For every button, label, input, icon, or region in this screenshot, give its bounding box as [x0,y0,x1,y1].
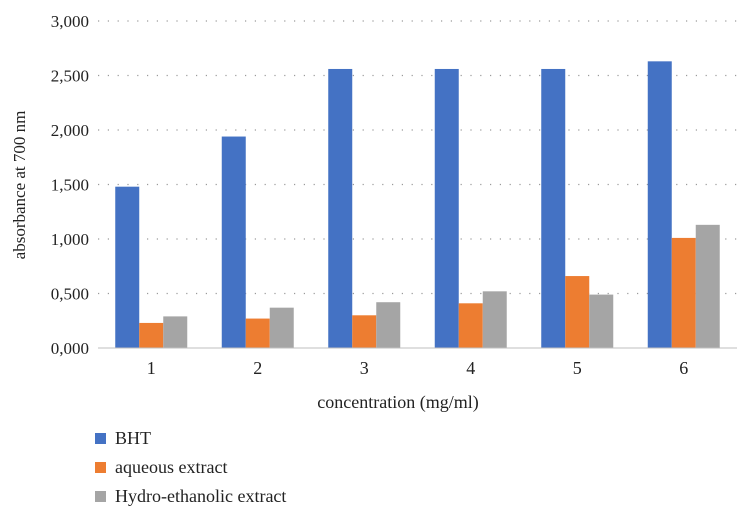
bar-hydro-ethanolic-extract [376,302,401,348]
bar-bht [541,68,566,349]
bar-aqueous-extract [458,303,483,348]
chart: 0,000 0,500 1,000 1,500 2,000 2,500 3,000 1 2 3 4 5… [10,12,737,413]
legend: BHT aqueous extract Hydro-ethanolic extrac… [95,424,286,511]
x-tick-label: 3 [360,358,369,378]
legend-swatch [95,462,106,473]
x-tick-label: 2 [253,358,262,378]
legend-item: BHT [95,424,286,453]
legend-swatch [95,433,106,444]
bar-bht [221,136,246,348]
bar-hydro-ethanolic-extract [482,291,507,348]
bar-hydro-ethanolic-extract [269,307,294,348]
bar-hydro-ethanolic-extract [695,224,720,348]
bar-bht [328,68,353,349]
x-axis-label: concentration (mg/ml) [317,392,478,413]
bar-hydro-ethanolic-extract [589,294,614,348]
y-tick-label: 3,000 [51,12,89,31]
bar-bht [647,61,672,348]
bar-hydro-ethanolic-extract [163,316,188,348]
x-tick-label: 6 [679,358,688,378]
x-tick-label: 4 [466,358,475,378]
bar-bht [434,68,459,349]
y-tick-label: 1,000 [51,230,89,249]
bar-aqueous-extract [671,237,696,348]
bar-bht [115,186,140,348]
legend-swatch [95,491,106,502]
legend-label: BHT [115,428,151,448]
y-tick-label: 2,500 [51,67,89,86]
legend-label: aqueous extract [115,457,228,477]
legend-item: aqueous extract [95,453,286,482]
y-tick-label: 0,000 [51,339,89,358]
x-tick-label: 5 [573,358,582,378]
legend-label: Hydro-ethanolic extract [115,486,287,506]
x-tick-label: 1 [147,358,156,378]
bar-aqueous-extract [565,276,590,348]
bar-aqueous-extract [139,322,164,348]
bar-aqueous-extract [352,315,377,348]
legend-item: Hydro-ethanolic extract [95,482,286,511]
y-tick-label: 2,000 [51,121,89,140]
bar-aqueous-extract [245,318,270,348]
y-axis-label: absorbance at 700 nm [10,111,29,260]
y-tick-label: 0,500 [51,285,89,304]
y-tick-label: 1,500 [51,176,89,195]
